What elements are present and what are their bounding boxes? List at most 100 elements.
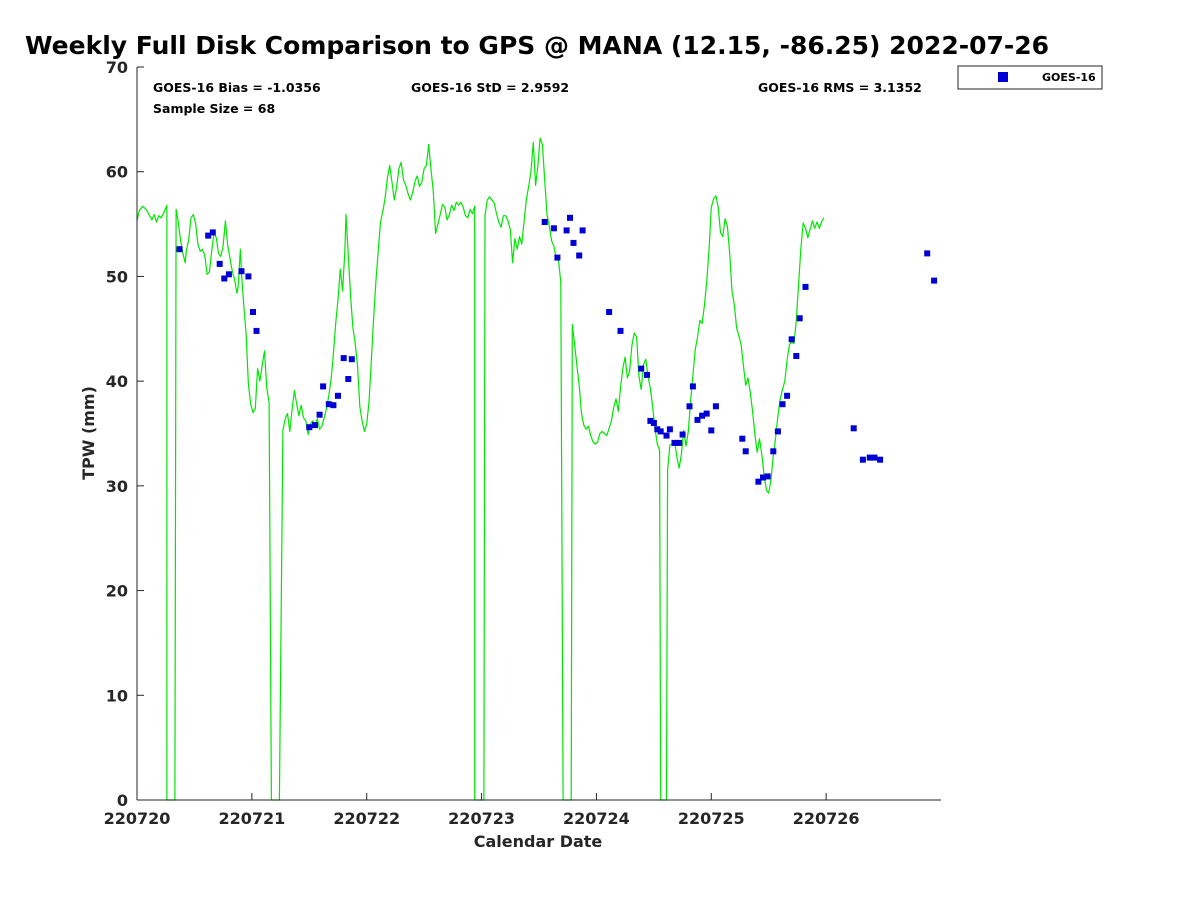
goes16-point <box>650 420 657 426</box>
goes16-point <box>689 383 696 390</box>
goes16-point <box>708 427 715 434</box>
goes16-point <box>755 478 762 485</box>
goes16-point <box>694 416 701 423</box>
goes16-point <box>924 250 931 257</box>
y-axis-label: TPW (mm) <box>79 386 98 480</box>
goes16-point <box>221 275 228 282</box>
y-tick-label: 70 <box>106 58 128 77</box>
goes16-point <box>617 327 624 334</box>
goes16-point <box>176 246 183 253</box>
goes16-point <box>335 392 341 399</box>
goes16-point <box>606 309 613 315</box>
x-tick-label: 220723 <box>448 809 515 828</box>
y-tick-label: 0 <box>117 791 128 810</box>
goes16-point <box>676 439 683 446</box>
goes16-point <box>796 315 803 322</box>
goes16-point <box>312 422 318 429</box>
goes16-point <box>647 417 654 424</box>
x-tick-label: 220722 <box>333 809 400 828</box>
goes16-point <box>320 383 327 390</box>
stats-annotations: GOES-16 Bias = -1.0356 GOES-16 StD = 2.9… <box>153 80 922 116</box>
goes16-point <box>686 403 693 410</box>
bias-annotation: GOES-16 Bias = -1.0356 <box>153 80 321 95</box>
goes16-point <box>871 454 878 461</box>
goes16-point <box>550 225 557 232</box>
goes16-point <box>931 277 938 284</box>
sample-size-annotation: Sample Size = 68 <box>153 101 275 116</box>
goes16-point <box>554 254 561 261</box>
goes16-point <box>345 376 352 382</box>
goes16-point <box>774 428 781 435</box>
legend-label-goes16: GOES-16 <box>1042 71 1096 84</box>
goes16-point <box>850 425 857 432</box>
goes16-point <box>654 426 661 433</box>
goes16-point <box>348 356 355 363</box>
goes16-point <box>703 410 710 417</box>
goes16-point <box>779 401 786 408</box>
y-tick-label: 20 <box>106 582 128 601</box>
x-tick-label: 220726 <box>793 809 860 828</box>
y-tick-label: 10 <box>106 686 128 705</box>
goes16-point <box>770 448 777 455</box>
y-tick-label: 60 <box>106 163 128 182</box>
goes16-point <box>866 454 873 461</box>
x-tick-label: 220720 <box>104 809 171 828</box>
x-tick-label: 220721 <box>218 809 285 828</box>
goes16-point <box>245 273 252 280</box>
plot-area: 0 10 20 30 40 50 60 70 220720 220721 220722 220723… <box>104 58 941 828</box>
goes16-point <box>788 336 795 343</box>
goes16-point <box>877 456 884 463</box>
std-annotation: GOES-16 StD = 2.9592 <box>411 80 569 95</box>
goes16-point <box>663 432 670 439</box>
legend: GOES-16 <box>957 65 1103 90</box>
goes16-point <box>784 392 791 399</box>
goes16-point <box>760 474 766 481</box>
goes16-point <box>340 355 347 362</box>
goes16-point <box>638 365 645 372</box>
goes16-point <box>205 232 212 239</box>
y-tick-label: 30 <box>106 477 128 496</box>
legend-marker-goes16 <box>998 72 1008 82</box>
goes16-point <box>330 402 337 409</box>
goes16-point <box>671 439 678 446</box>
goes16-point <box>764 473 771 480</box>
x-ticks: 220720 220721 220722 220723 220724 220725 2207… <box>104 793 860 828</box>
goes16-series <box>176 214 938 485</box>
goes16-point <box>576 252 583 259</box>
goes16-point <box>859 456 866 463</box>
goes16-point <box>742 448 749 455</box>
goes16-point <box>666 426 673 433</box>
goes16-point <box>316 411 323 418</box>
plot-background <box>137 67 941 800</box>
y-ticks: 0 10 20 30 40 50 60 70 <box>106 58 144 810</box>
goes16-point <box>325 401 332 408</box>
goes16-point <box>699 412 706 419</box>
goes16-point <box>644 371 650 378</box>
goes16-point <box>541 219 548 225</box>
x-tick-label: 220725 <box>678 809 745 828</box>
goes16-point <box>579 227 586 234</box>
goes16-point <box>712 403 719 410</box>
goes16-point <box>225 271 232 278</box>
x-axis-label: Calendar Date <box>474 832 603 851</box>
goes16-point <box>250 309 256 315</box>
chart-title: Weekly Full Disk Comparison to GPS @ MAN… <box>25 31 1049 60</box>
goes16-point <box>306 424 313 431</box>
rms-annotation: GOES-16 RMS = 3.1352 <box>758 80 922 95</box>
goes16-point <box>793 353 800 359</box>
goes16-point <box>739 435 746 442</box>
goes16-point <box>216 260 223 267</box>
goes16-point <box>802 283 809 290</box>
y-tick-label: 50 <box>106 267 128 286</box>
goes16-point <box>209 229 216 236</box>
legend-box <box>957 65 1103 90</box>
goes16-point <box>679 431 686 438</box>
goes16-point <box>657 428 664 435</box>
goes16-point <box>253 327 260 334</box>
goes16-point <box>570 239 577 246</box>
y-tick-label: 40 <box>106 372 128 391</box>
goes16-point <box>563 227 570 234</box>
goes16-point <box>567 214 573 221</box>
goes16-point <box>238 268 245 275</box>
